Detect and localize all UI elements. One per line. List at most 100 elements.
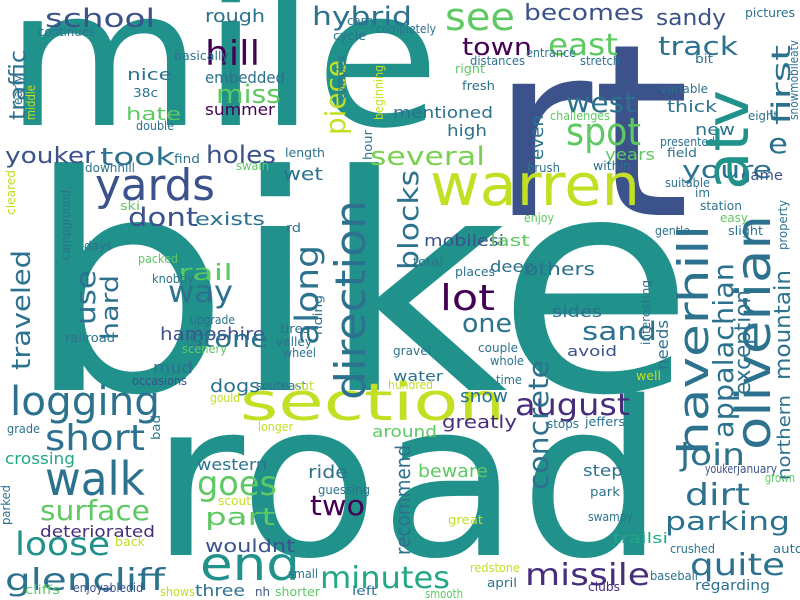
word: 38c	[133, 86, 158, 100]
word: carry	[347, 14, 377, 28]
word: mobilesi	[424, 231, 504, 250]
word: exists	[195, 209, 265, 230]
word: needs	[653, 320, 672, 370]
word: holes	[206, 141, 276, 169]
word: new	[695, 120, 735, 139]
word: smooth	[425, 587, 463, 600]
word: scenery	[182, 342, 227, 356]
word: glencliff	[5, 563, 167, 598]
word: whole	[490, 354, 524, 368]
word: snowmobileatv	[787, 40, 800, 120]
word: early	[11, 75, 25, 105]
word: becomes	[524, 1, 644, 26]
word: atv	[693, 90, 763, 190]
word: quite	[690, 548, 785, 583]
word: crossing	[5, 449, 75, 468]
word: dont	[128, 203, 198, 233]
word: left	[352, 584, 377, 598]
word: cycle	[333, 29, 366, 43]
word: redstone	[470, 561, 520, 575]
word: distances	[470, 54, 525, 68]
word: took	[100, 143, 175, 171]
word: end	[200, 537, 300, 591]
word: double	[136, 119, 174, 133]
word: april	[487, 576, 517, 590]
word: see	[445, 0, 515, 39]
word: logging	[10, 379, 160, 425]
word: even	[527, 115, 548, 160]
word: complex	[334, 55, 348, 100]
word: auto	[773, 542, 800, 556]
word: use	[69, 270, 102, 325]
word: deep	[490, 257, 535, 276]
word: along	[288, 245, 326, 345]
word: swain	[236, 159, 269, 173]
word: packed	[138, 252, 178, 266]
word: basically	[174, 49, 229, 63]
word: january	[736, 462, 777, 476]
word: shorter	[275, 585, 320, 599]
word: completely	[376, 22, 436, 36]
word: crushed	[670, 542, 715, 556]
word: swampy	[588, 510, 633, 524]
word: summer	[205, 100, 275, 119]
word: campground	[59, 190, 73, 260]
word: mud	[153, 358, 193, 377]
word: mountain	[771, 270, 796, 380]
word: pictures	[745, 6, 795, 20]
word: interesting	[639, 280, 653, 345]
word: rd	[286, 221, 301, 235]
word: variable	[660, 82, 708, 96]
word: nice	[127, 65, 172, 84]
word: continues	[38, 25, 95, 39]
word: walk	[45, 452, 145, 506]
word: beware	[418, 461, 488, 482]
word: section	[240, 373, 505, 433]
word: hundred	[388, 378, 433, 392]
word: enjoy	[524, 211, 554, 225]
word: mile	[5, 0, 440, 170]
word: baseball	[650, 569, 698, 583]
word: sand	[582, 317, 657, 347]
word: oliverian	[726, 215, 782, 450]
word: warren	[430, 151, 640, 219]
word: deteriorated	[40, 522, 155, 541]
word: avoid	[567, 344, 617, 360]
word: nh	[255, 585, 270, 599]
word: appalachian	[707, 263, 740, 438]
word: stretch	[580, 54, 620, 68]
word: three	[195, 581, 245, 600]
word: shows	[160, 585, 195, 599]
word: length	[285, 146, 325, 160]
word: mentioned	[393, 103, 493, 122]
word: step	[583, 461, 623, 480]
word: gould	[210, 391, 240, 405]
word: trailsi	[613, 531, 668, 547]
word: small	[288, 567, 318, 581]
word: ski	[120, 199, 140, 213]
word: bad	[149, 415, 163, 440]
word: last	[490, 231, 530, 250]
word: parking	[665, 507, 790, 537]
word: blocks	[392, 170, 425, 270]
word: road	[150, 355, 665, 600]
word: town	[462, 33, 532, 61]
word: surface	[40, 494, 150, 527]
word: hybrid	[312, 2, 412, 32]
word: dogs	[210, 376, 260, 397]
word: knobby	[152, 272, 194, 286]
word: wouldnt	[205, 536, 295, 557]
word: beginning	[372, 65, 386, 120]
word: grown	[765, 471, 795, 485]
word: fresh	[462, 79, 495, 93]
word: yards	[95, 160, 215, 211]
word: middle	[24, 85, 38, 120]
word: snow	[460, 386, 508, 407]
word: longer	[258, 420, 293, 434]
word: around	[372, 422, 437, 441]
word: railroad	[65, 331, 115, 345]
word: embedded	[205, 68, 285, 87]
word: hampshire	[160, 324, 265, 345]
word: couple	[478, 341, 518, 355]
word: bit	[695, 52, 713, 66]
